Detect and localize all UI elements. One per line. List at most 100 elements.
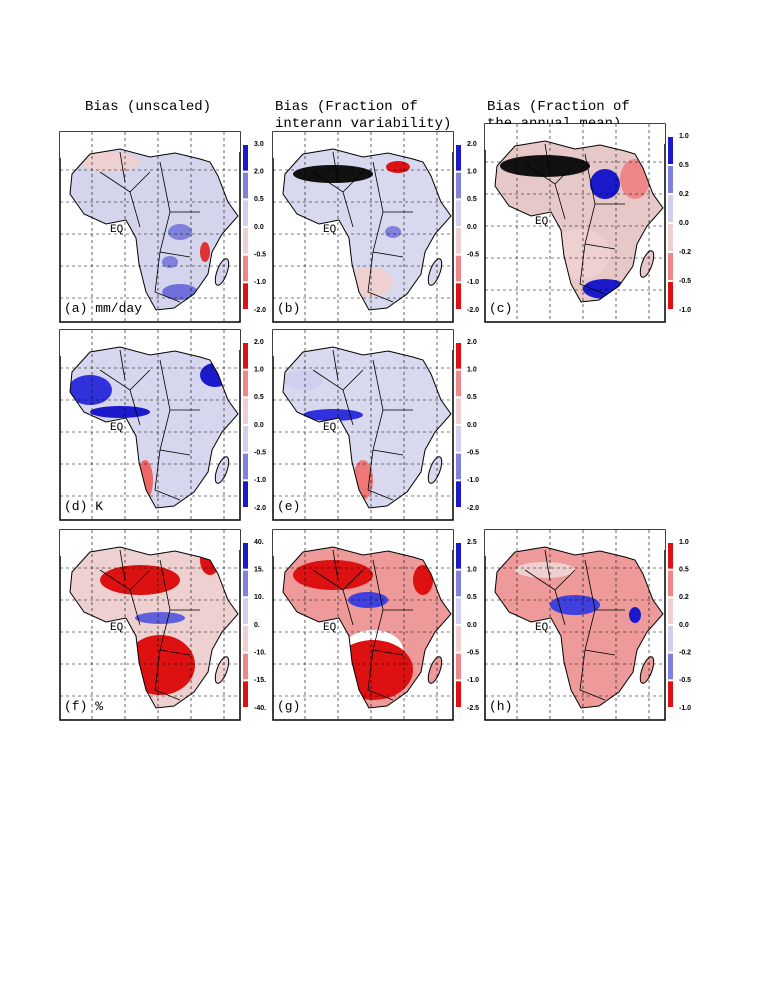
colorbar-label: 0.0 xyxy=(467,622,477,629)
colorbar-segment xyxy=(668,137,673,164)
colorbar-label: 1.0 xyxy=(467,567,477,574)
equator-label: EQ xyxy=(535,622,549,634)
colorbar-label: -1.0 xyxy=(467,677,479,684)
madagascar xyxy=(214,258,230,286)
panel-label: (e) xyxy=(277,499,300,514)
colorbar-segment xyxy=(668,543,673,569)
anomaly xyxy=(303,409,363,421)
borders xyxy=(99,549,200,701)
anomaly xyxy=(500,155,590,177)
colorbar-segment xyxy=(668,282,673,309)
equator-label: EQ xyxy=(110,622,124,634)
coastline xyxy=(282,346,452,509)
colorbar-label: -1.0 xyxy=(254,279,266,286)
colorbar-segment xyxy=(243,426,248,452)
colorbar-label: 1.0 xyxy=(467,367,477,374)
colorbar-segment xyxy=(456,481,461,507)
colorbar-label: 0.0 xyxy=(679,622,689,629)
colorbar-label: -1.0 xyxy=(679,307,691,314)
colorbar-label: 0.2 xyxy=(679,594,689,601)
colorbar-segment xyxy=(668,653,673,680)
panel-label: (c) xyxy=(489,301,512,316)
colorbar-segment xyxy=(456,653,461,680)
colorbar-segment xyxy=(243,145,248,171)
sea-mask xyxy=(60,132,240,158)
panel-label: (h) xyxy=(489,699,512,714)
madagascar xyxy=(639,656,655,684)
colorbar-segment xyxy=(456,283,461,309)
anomaly xyxy=(135,612,185,624)
borders xyxy=(312,151,413,303)
madagascar xyxy=(427,258,443,286)
coastline xyxy=(494,140,664,303)
panel-label: (a) mm/day xyxy=(64,301,142,316)
land xyxy=(283,149,451,310)
colorbar-label: -0.5 xyxy=(254,450,266,457)
colorbar-label: -0.5 xyxy=(679,278,691,285)
anomaly-patterns xyxy=(293,161,410,297)
panel-label: (d) K xyxy=(64,499,103,514)
borders xyxy=(524,143,625,295)
colorbar-segment xyxy=(456,200,461,226)
colorbar-segment xyxy=(668,570,673,597)
madagascar xyxy=(214,656,230,684)
anomaly xyxy=(515,562,575,578)
panel-label: (b) xyxy=(277,301,300,316)
colorbar-segment xyxy=(668,224,673,251)
colorbar-label: 0.0 xyxy=(254,422,264,429)
colorbar-segment xyxy=(456,343,461,369)
colorbar-segment xyxy=(243,570,248,597)
colorbar-label: 0.5 xyxy=(679,162,689,169)
colorbar-segment xyxy=(243,598,248,624)
sea-mask xyxy=(485,530,665,556)
colorbar-segment xyxy=(456,145,461,171)
colorbar-label: -1.0 xyxy=(679,705,691,712)
colorbar-segment xyxy=(456,255,461,282)
colorbar-segment xyxy=(456,228,461,254)
colorbar-segment xyxy=(456,681,461,707)
equator-label: EQ xyxy=(323,224,337,236)
colorbar-label: 1.0 xyxy=(254,367,264,374)
colorbar-segment xyxy=(243,653,248,680)
colorbar-segment xyxy=(243,255,248,282)
madagascar xyxy=(214,456,230,484)
madagascar xyxy=(427,456,443,484)
colorbar-label: 0.5 xyxy=(679,567,689,574)
colorbar-segment xyxy=(456,370,461,397)
equator-label: EQ xyxy=(110,422,124,434)
colorbar-label: -0.5 xyxy=(467,650,479,657)
colorbar-label: -0.2 xyxy=(679,650,691,657)
colorbar-segment xyxy=(456,453,461,480)
madagascar xyxy=(639,250,655,278)
colorbar-label: 0.5 xyxy=(254,196,264,203)
colorbar-segment xyxy=(243,543,248,569)
map-panel: EQ (h) xyxy=(484,529,666,721)
colorbar-label: -1.0 xyxy=(467,279,479,286)
anomaly xyxy=(386,161,410,173)
colorbar-segment xyxy=(668,681,673,707)
map-panel: EQ (f) % xyxy=(59,529,241,721)
anomaly xyxy=(385,226,401,238)
colorbar-label: -0.2 xyxy=(679,249,691,256)
colorbar-label: 0.5 xyxy=(467,394,477,401)
equator-label: EQ xyxy=(323,622,337,634)
coastline xyxy=(69,546,239,709)
anomaly xyxy=(200,242,210,262)
colorbar-segment xyxy=(456,543,461,569)
coastline xyxy=(282,546,452,709)
sea-mask xyxy=(273,132,453,158)
colorbar-label: 0.2 xyxy=(679,191,689,198)
colorbar-label: -2.0 xyxy=(467,307,479,314)
anomaly xyxy=(70,375,112,405)
colorbar-segment xyxy=(456,398,461,424)
anomaly xyxy=(620,159,650,199)
map-panel: EQ (d) K xyxy=(59,329,241,521)
colorbar-segment xyxy=(243,626,248,652)
colorbar-label: 0.5 xyxy=(467,196,477,203)
colorbar-label: 2.5 xyxy=(467,539,477,546)
colorbar-segment xyxy=(243,228,248,254)
equator-label: EQ xyxy=(110,224,124,236)
colorbar-label: 0.0 xyxy=(467,422,477,429)
colorbar-segment xyxy=(456,626,461,652)
